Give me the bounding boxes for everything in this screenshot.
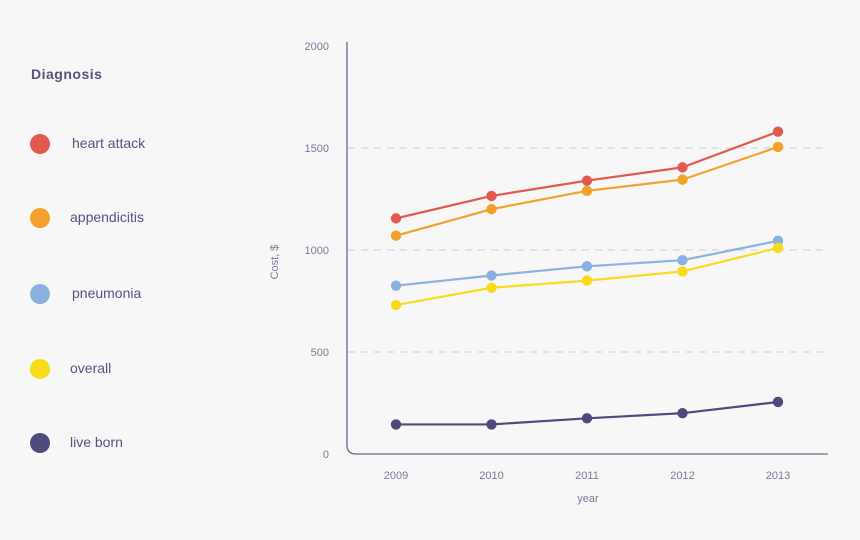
point-pneumonia-2012 <box>677 255 688 266</box>
legend-label-overall: overall <box>70 360 112 376</box>
series-group <box>390 126 784 430</box>
y-tick-1500: 1500 <box>305 143 329 155</box>
point-pneumonia-2009 <box>390 280 402 291</box>
y-tick-0: 0 <box>323 449 329 461</box>
axis-line <box>346 42 828 455</box>
point-live-born-2012 <box>677 408 688 419</box>
series-appendicitis <box>390 141 784 241</box>
y-tick-1000: 1000 <box>305 245 329 257</box>
legend-dot-pneumonia <box>30 284 50 304</box>
point-live-born-2013 <box>772 396 784 408</box>
x-tick-2011: 2011 <box>575 470 599 482</box>
legend-dot-appendicitis <box>30 208 50 228</box>
x-tick-2010: 2010 <box>479 470 503 482</box>
y-tick-500: 500 <box>311 347 329 359</box>
legend-title: Diagnosis <box>31 66 103 82</box>
grid-lines <box>348 147 830 353</box>
point-overall-2011 <box>581 275 593 286</box>
x-axis-label: year <box>577 493 599 505</box>
axes <box>346 42 828 455</box>
legend-dot-heart-attack <box>30 134 50 154</box>
point-overall-2009 <box>390 299 402 311</box>
legend-dot-overall <box>30 359 50 379</box>
point-appendicitis-2011 <box>581 185 593 197</box>
legend-label-heart-attack: heart attack <box>72 135 146 151</box>
x-tick-labels: 2009 2010 2011 2012 2013 <box>384 470 790 482</box>
point-heart-attack-2013 <box>772 126 784 137</box>
y-tick-labels: 0 500 1000 1500 2000 <box>305 41 329 461</box>
point-appendicitis-2012 <box>677 174 688 185</box>
point-heart-attack-2009 <box>390 213 402 224</box>
y-tick-2000: 2000 <box>305 41 329 53</box>
series-pneumonia <box>390 235 784 291</box>
point-appendicitis-2010 <box>486 204 497 215</box>
series-line-heart-attack <box>395 130 779 220</box>
legend-dot-live-born <box>30 433 50 453</box>
y-axis-label: Cost, $ <box>269 245 281 280</box>
point-live-born-2011 <box>581 413 593 424</box>
point-heart-attack-2010 <box>486 190 497 202</box>
point-pneumonia-2010 <box>486 270 497 281</box>
point-pneumonia-2013 <box>772 235 784 247</box>
point-live-born-2009 <box>390 419 402 430</box>
series-heart-attack <box>390 126 784 224</box>
point-appendicitis-2013 <box>772 141 784 153</box>
x-tick-2013: 2013 <box>766 470 790 482</box>
x-tick-2012: 2012 <box>670 470 694 482</box>
series-overall <box>390 242 784 311</box>
legend-label-appendicitis: appendicitis <box>70 209 144 225</box>
x-tick-2009: 2009 <box>384 470 408 482</box>
legend-label-live-born: live born <box>70 434 123 450</box>
point-appendicitis-2009 <box>390 230 402 241</box>
legend-label-pneumonia: pneumonia <box>72 285 142 301</box>
point-pneumonia-2011 <box>581 261 593 272</box>
point-heart-attack-2012 <box>677 162 688 173</box>
point-overall-2010 <box>486 282 497 293</box>
point-overall-2012 <box>677 266 688 277</box>
point-overall-2013 <box>772 242 784 254</box>
point-live-born-2010 <box>486 419 497 430</box>
series-live-born <box>390 396 784 430</box>
point-heart-attack-2011 <box>581 175 593 186</box>
